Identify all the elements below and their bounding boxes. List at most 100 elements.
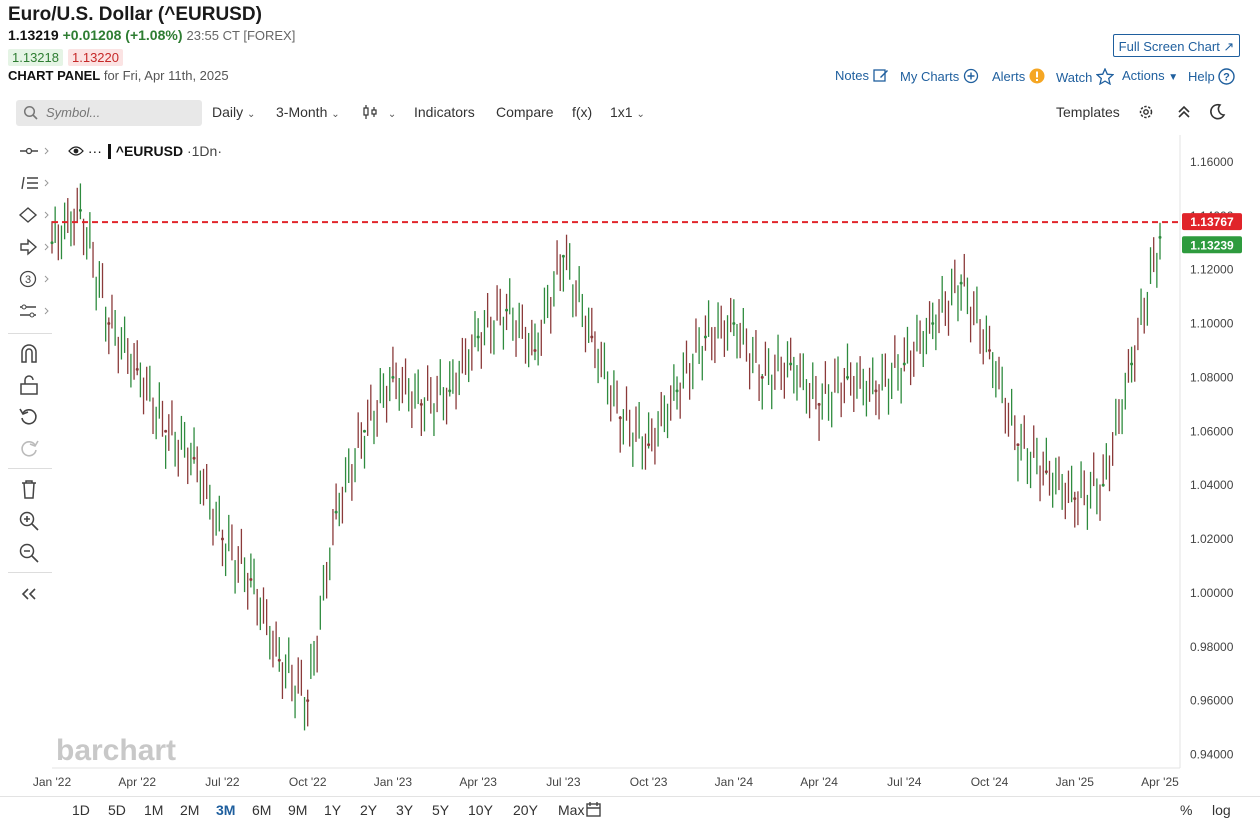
svg-text:?: ? [1224,72,1231,84]
zoom-out-icon[interactable] [18,542,40,564]
alerts-label: Alerts [992,69,1026,84]
log-toggle[interactable]: log [1212,802,1231,818]
x-tick-label: Jul '22 [205,775,240,789]
watch-link[interactable]: Watch [1056,67,1115,86]
x-tick-label: Jan '23 [374,775,413,789]
collapse-up-icon[interactable] [1176,104,1192,120]
range-20y[interactable]: 20Y [513,802,538,818]
range-6m[interactable]: 6M [252,802,272,818]
shape-tool-icon[interactable] [18,206,50,224]
my-charts-link[interactable]: My Charts [900,68,979,84]
layout-dropdown[interactable]: 1x1 ⌄ [610,104,645,120]
last-price-label: 1.13239 [1190,238,1234,252]
quote-line: 1.13219 +0.01208 (+1.08%) 23:55 CT [FOREX] [8,27,295,43]
y-tick-label: 1.02000 [1190,532,1234,546]
candlestick-icon [363,105,377,119]
last-price: 1.13219 [8,27,59,43]
magnet-icon[interactable] [18,342,40,364]
alerts-link[interactable]: Alerts [992,68,1045,84]
data-point [50,241,54,245]
range-max[interactable]: Max [558,802,585,818]
data-point [789,362,793,366]
last-price-badge [1182,236,1242,254]
data-point [817,402,821,406]
range-9m[interactable]: 9M [288,802,308,818]
x-tick-label: Apr '24 [800,775,838,789]
templates-button[interactable]: Templates [1056,104,1120,120]
data-point [107,322,111,326]
data-point [476,335,480,339]
redo-icon [21,440,39,457]
range-1m[interactable]: 1M [144,802,164,818]
range-3m[interactable]: 3M [216,802,236,818]
help-icon: ? [1218,68,1236,85]
panel-date: for Fri, Apr 11th, 2025 [103,68,229,83]
data-point [902,362,906,366]
data-point [277,658,281,662]
collapse-left-icon[interactable] [20,586,38,602]
undo-icon[interactable] [18,406,40,428]
fx-button[interactable]: f(x) [572,104,593,120]
period-dropdown[interactable]: Daily ⌄ [212,104,255,120]
search-icon [23,105,38,120]
x-tick-label: Oct '23 [630,775,668,789]
arrow-tool-icon[interactable] [18,238,50,256]
help-link[interactable]: Help ? [1188,68,1236,85]
range-2y[interactable]: 2Y [360,802,378,818]
range-1y[interactable]: 1Y [324,802,342,818]
data-point [590,335,594,339]
elliott-count-tool-icon[interactable]: 3 [18,270,50,288]
compare-button[interactable]: Compare [496,104,554,120]
data-point [1073,497,1077,501]
chevron-down-icon: ⌄ [331,109,340,120]
unlock-icon[interactable] [18,374,40,396]
calendar-icon[interactable] [585,801,602,818]
notes-label: Notes [835,68,869,83]
trash-icon[interactable] [18,478,40,500]
data-point [1130,362,1134,366]
trend-tools-icon[interactable] [18,174,50,192]
x-tick-label: Apr '25 [1141,775,1179,789]
data-point [703,335,707,339]
legend-suffix: ·1Dn· [186,143,222,159]
x-tick-label: Jul '24 [887,775,922,789]
reference-value-label: 1.13767 [1190,215,1234,229]
dark-mode-icon[interactable] [1208,103,1226,121]
range-5d[interactable]: 5D [108,802,126,818]
symbol-input[interactable] [44,104,198,121]
eye-icon[interactable] [68,145,84,157]
range-1d[interactable]: 1D [72,802,90,818]
data-point [391,375,395,379]
data-point [306,699,310,703]
percent-toggle[interactable]: % [1180,802,1193,818]
notes-link[interactable]: Notes [835,68,889,83]
actions-menu[interactable]: Actions ▼ [1122,68,1178,83]
full-screen-chart-button[interactable]: Full Screen Chart ↗ [1113,34,1240,57]
range-5y[interactable]: 5Y [432,802,450,818]
data-point [675,389,679,393]
zoom-in-icon[interactable] [18,510,40,532]
chart-type-dropdown[interactable]: ⌄ [362,104,396,120]
crosshair-line-tool-icon[interactable] [18,143,50,159]
data-point [419,402,423,406]
y-tick-label: 1.04000 [1190,478,1234,492]
gear-icon[interactable] [1137,103,1155,121]
tool-divider [8,468,52,469]
y-tick-label: 0.94000 [1190,748,1234,762]
measure-tool-icon[interactable] [18,302,50,320]
data-point [448,389,452,393]
data-point [988,348,992,352]
range-dropdown[interactable]: 3-Month ⌄ [276,104,340,120]
data-point [164,429,168,433]
symbol-search[interactable] [16,100,202,126]
range-10y[interactable]: 10Y [468,802,493,818]
range-3y[interactable]: 3Y [396,802,414,818]
indicators-button[interactable]: Indicators [414,104,475,120]
data-point [1158,235,1162,239]
range-bar [0,796,1260,827]
help-label: Help [1188,69,1215,84]
range-2m[interactable]: 2M [180,802,200,818]
star-icon [1095,67,1115,86]
more-icon[interactable]: ··· [87,143,102,159]
